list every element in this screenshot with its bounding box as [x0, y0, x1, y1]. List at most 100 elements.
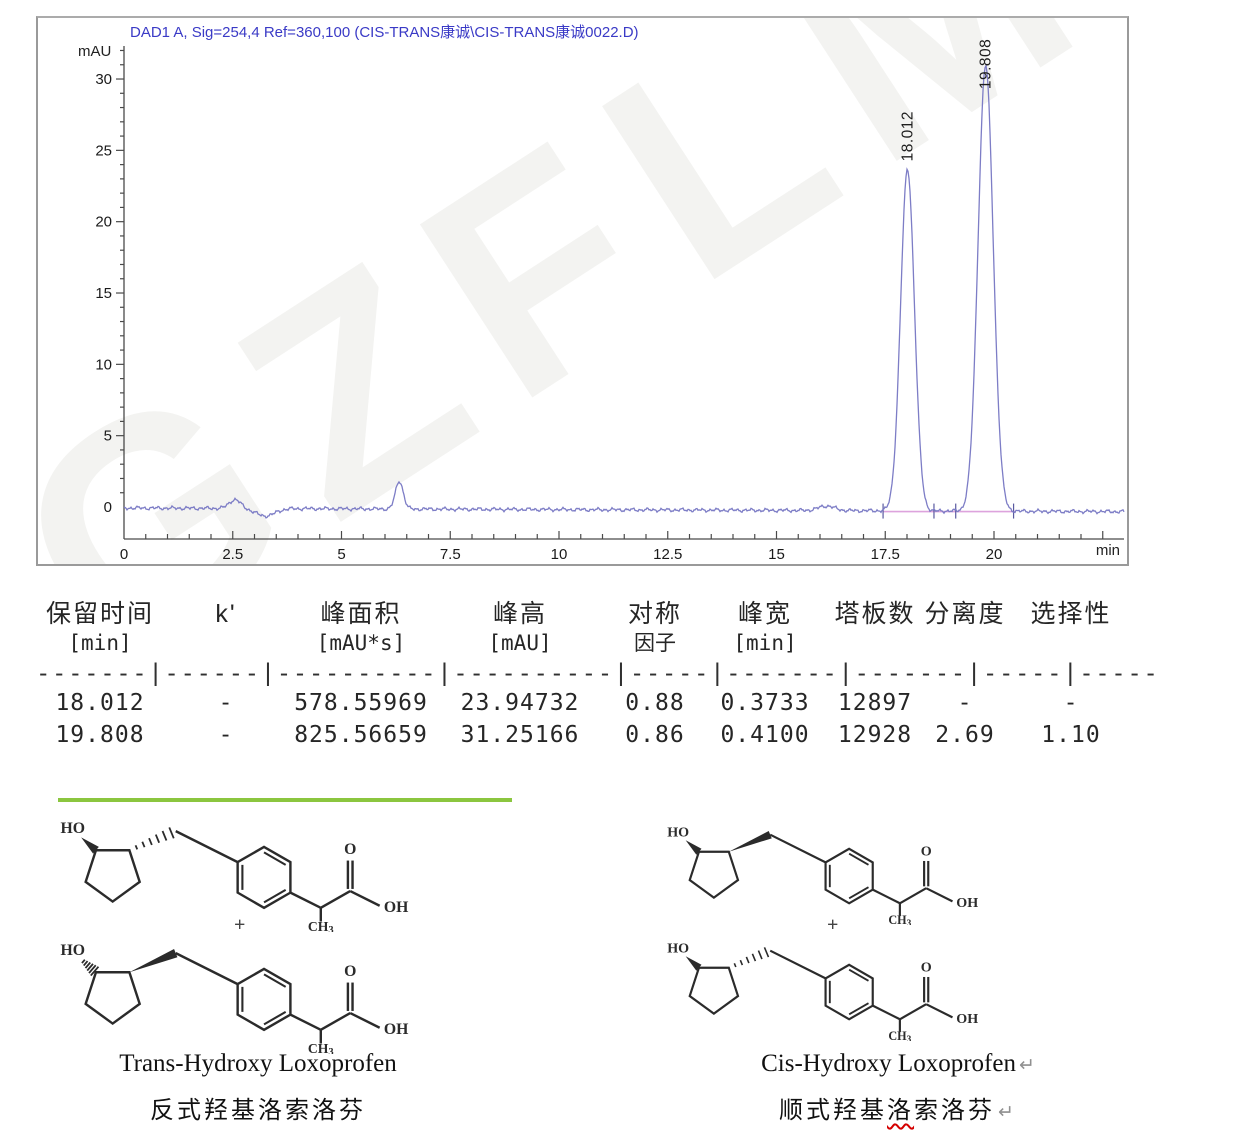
column-header-line2: [mAU*s] — [316, 631, 406, 655]
svg-text:HO: HO — [60, 820, 85, 837]
svg-text:CH3: CH3 — [888, 1029, 911, 1041]
svg-text:30: 30 — [95, 71, 112, 88]
plus-sign: + — [234, 914, 246, 936]
molecule-structure: HO CH3 O OH — [60, 942, 409, 1054]
paragraph-return-mark: ↵ — [1018, 1055, 1035, 1076]
peak-table-column-header: 分离度 — [924, 598, 1006, 657]
column-header-line1: 对称 — [627, 600, 682, 628]
svg-text:10: 10 — [551, 546, 568, 563]
svg-text:5: 5 — [104, 428, 112, 445]
column-header-line2 — [164, 630, 288, 657]
svg-text:10: 10 — [95, 356, 112, 373]
svg-text:17.5: 17.5 — [871, 546, 900, 563]
peak-rt-label: 18.012 — [900, 111, 917, 161]
cis-structure-image: + HO CH3 O OH HO CH3 O OH — [665, 812, 1071, 1044]
table-cell: 12897 — [837, 690, 913, 716]
column-header-line2: [min] — [68, 631, 132, 655]
table-row: 18.012 - 578.55969 23.94732 0.88 0.3733 12897 -… — [36, 688, 1158, 718]
cis-name-english: Cis-Hydroxy Loxoprofen ↵ — [678, 1050, 1118, 1078]
cis-name-chinese: 顺式羟基洛索洛芬 ↵ — [678, 1090, 1118, 1125]
svg-text:CH3: CH3 — [308, 919, 334, 932]
peak-table-column-header: 峰面积 [mAU*s] — [288, 598, 434, 657]
column-header-line2: [mAU] — [488, 631, 552, 655]
svg-text:0: 0 — [104, 499, 112, 516]
column-header-line1: k' — [215, 600, 237, 628]
column-header-line2 — [826, 630, 924, 657]
x-axis-unit-label: min — [1095, 542, 1120, 559]
svg-text:HO: HO — [60, 942, 85, 959]
table-cell: 0.3733 — [720, 690, 810, 716]
peak-table-separator: -------|------|----------|----------|---… — [36, 660, 1158, 686]
svg-text:20: 20 — [986, 546, 1003, 563]
table-cell: - — [1063, 690, 1079, 716]
svg-text:25: 25 — [95, 142, 112, 159]
svg-text:15: 15 — [768, 546, 785, 563]
peak-table-column-header: 选择性 — [1006, 598, 1136, 657]
peak-rt-label: 19.808 — [978, 39, 995, 89]
column-header-line2 — [924, 630, 1006, 657]
cis-cn-part3: 索洛芬 — [914, 1098, 996, 1124]
svg-text:O: O — [921, 843, 932, 859]
cis-cn-part2-spellcheck: 洛 — [887, 1098, 915, 1124]
trans-name-english: Trans-Hydroxy Loxoprofen — [119, 1050, 397, 1077]
svg-text:OH: OH — [384, 1021, 409, 1038]
peak-table-rows: 18.012 - 578.55969 23.94732 0.88 0.3733 12897 -… — [36, 688, 1158, 750]
table-cell: 18.012 — [55, 690, 145, 716]
column-header-line1: 选择性 — [1030, 600, 1112, 628]
table-cell: - — [218, 722, 234, 748]
peak-table-column-header: 峰高 [mAU] — [434, 598, 606, 657]
svg-text:15: 15 — [95, 285, 112, 302]
column-header-line1: 峰宽 — [737, 600, 792, 628]
table-cell: 12928 — [837, 722, 913, 748]
column-header-line2: [min] — [733, 631, 797, 655]
column-header-line1: 塔板数 — [834, 600, 916, 628]
molecule-structure: HO CH3 O OH — [667, 941, 978, 1041]
svg-text:12.5: 12.5 — [653, 546, 682, 563]
table-cell: 23.94732 — [460, 690, 580, 716]
table-cell: - — [218, 690, 234, 716]
column-header-line1: 分离度 — [924, 600, 1006, 628]
column-header-line1: 保留时间 — [45, 600, 154, 628]
peak-table-column-header: k' — [164, 598, 288, 657]
peak-results-table: 保留时间 [min] k' 峰面积 [mAU*s] 峰高 [mAU] 对称因子 峰宽 [min]… — [36, 598, 1158, 750]
cis-cn-part1: 顺式羟基 — [779, 1098, 888, 1124]
svg-text:20: 20 — [95, 214, 112, 231]
svg-text:CH3: CH3 — [888, 913, 911, 925]
peak-table-column-header: 峰宽 [min] — [704, 598, 826, 657]
signal-title: DAD1 A, Sig=254,4 Ref=360,100 (CIS-TRANS… — [130, 24, 639, 41]
molecule-structure: HO CH3 O OH — [60, 820, 409, 932]
svg-text:0: 0 — [120, 546, 128, 563]
column-header-line2: 因子 — [634, 631, 676, 655]
molecule-structure: HO CH3 O OH — [667, 825, 978, 925]
chromatogram-plot: 0 5 10 15 20 25 30 0 2.5 5 7.5 10 12.5 15 17.5 20 18.012… — [95, 39, 1125, 563]
svg-text:CH3: CH3 — [308, 1041, 334, 1054]
table-cell: 31.25166 — [460, 722, 580, 748]
svg-text:O: O — [344, 841, 356, 858]
table-cell: 1.10 — [1041, 722, 1101, 748]
svg-text:OH: OH — [956, 895, 978, 911]
table-cell: 578.55969 — [294, 690, 428, 716]
chromatogram-panel: GZFLM 0 5 10 15 20 25 30 0 2.5 5 7.5 10 12.5 15 17.5 20… — [36, 16, 1129, 566]
column-header-line1: 峰面积 — [320, 600, 402, 628]
peak-table-column-header: 塔板数 — [826, 598, 924, 657]
svg-text:OH: OH — [956, 1011, 978, 1027]
peak-table-header: 保留时间 [min] k' 峰面积 [mAU*s] 峰高 [mAU] 对称因子 峰宽 [min]… — [36, 598, 1158, 657]
svg-text:HO: HO — [667, 941, 689, 957]
column-header-line1: 峰高 — [492, 600, 547, 628]
trans-name-chinese: 反式羟基洛索洛芬 — [150, 1098, 366, 1124]
table-cell: 2.69 — [935, 722, 995, 748]
table-cell: - — [957, 690, 973, 716]
svg-text:5: 5 — [337, 546, 345, 563]
svg-text:OH: OH — [384, 899, 409, 916]
table-cell: 0.86 — [625, 722, 685, 748]
table-cell: 0.4100 — [720, 722, 810, 748]
trans-structure-image: + HO CH3 O OH HO CH3 O OH — [58, 798, 512, 1054]
cis-name-english-text: Cis-Hydroxy Loxoprofen — [761, 1050, 1016, 1077]
y-axis-unit-label: mAU — [78, 43, 112, 60]
paragraph-return-mark: ↵ — [998, 1102, 1017, 1123]
column-header-line2 — [1006, 630, 1136, 657]
svg-text:O: O — [344, 963, 356, 980]
svg-text:2.5: 2.5 — [222, 546, 243, 563]
peak-table-column-header: 对称 因子 — [606, 598, 704, 657]
table-row: 19.808 - 825.56659 31.25166 0.86 0.4100 12928 2… — [36, 720, 1158, 750]
